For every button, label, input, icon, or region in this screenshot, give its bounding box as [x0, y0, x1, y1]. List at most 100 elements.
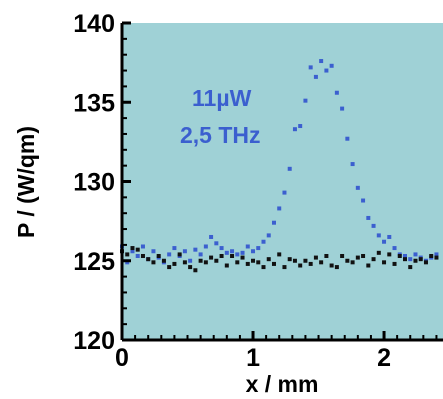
- baseline-point: [350, 260, 355, 265]
- baseline-point: [340, 253, 345, 258]
- baseline-point: [161, 258, 166, 263]
- y-tick-label: 120: [73, 327, 115, 355]
- baseline-point: [334, 265, 339, 270]
- baseline-point: [329, 263, 334, 268]
- signal-point: [167, 252, 172, 257]
- baseline-point: [151, 260, 156, 265]
- signal-point: [135, 253, 140, 258]
- baseline-point: [292, 258, 297, 263]
- signal-point: [172, 246, 177, 251]
- signal-point: [371, 223, 376, 228]
- y-tick-label: 125: [73, 248, 115, 276]
- baseline-point: [235, 260, 240, 265]
- y-axis-label: P / (W/qm): [13, 126, 39, 238]
- baseline-point: [130, 246, 135, 251]
- baseline-point: [287, 257, 292, 262]
- ticks-layer: 120 125 130 135 140 0 1 2: [73, 10, 438, 372]
- signal-point: [271, 220, 276, 225]
- signal-point: [340, 106, 345, 111]
- signal-point: [361, 198, 366, 203]
- baseline-point: [319, 260, 324, 265]
- baseline-point: [387, 252, 392, 257]
- baseline-point: [313, 255, 318, 260]
- baseline-point: [188, 265, 193, 270]
- signal-point: [230, 249, 235, 254]
- baseline-point: [256, 260, 261, 265]
- signal-point: [387, 234, 392, 239]
- plot-background: [122, 23, 443, 340]
- signal-point: [334, 90, 339, 95]
- baseline-point: [146, 257, 151, 262]
- signal-point: [313, 74, 318, 79]
- baseline-point: [209, 255, 214, 260]
- signal-point: [345, 136, 350, 141]
- signal-point: [408, 257, 413, 262]
- signal-point: [214, 241, 219, 246]
- signal-point: [350, 162, 355, 167]
- baseline-point: [345, 258, 350, 263]
- x-tick-label: 0: [115, 344, 129, 372]
- signal-point: [140, 244, 145, 249]
- baseline-point: [240, 255, 245, 260]
- signal-point: [282, 190, 287, 195]
- baseline-point: [408, 265, 413, 270]
- baseline-point: [125, 252, 130, 257]
- signal-point: [182, 249, 187, 254]
- signal-point: [303, 98, 308, 103]
- annotation-power: 11µW: [192, 85, 252, 111]
- baseline-point: [361, 253, 366, 258]
- baseline-point: [371, 257, 376, 262]
- signal-point: [256, 246, 261, 251]
- baseline-point: [203, 260, 208, 265]
- baseline-point: [429, 253, 434, 258]
- signal-point: [319, 59, 324, 64]
- baseline-point: [271, 261, 276, 266]
- baseline-point: [172, 261, 177, 266]
- signal-point: [329, 63, 334, 68]
- baseline-point: [308, 261, 313, 266]
- baseline-point: [266, 257, 271, 262]
- signal-point: [151, 249, 156, 254]
- baseline-point: [261, 265, 266, 270]
- baseline-point: [418, 257, 423, 262]
- signal-point: [413, 252, 418, 257]
- baseline-point: [303, 258, 308, 263]
- y-tick-label: 135: [73, 89, 115, 117]
- signal-point: [403, 253, 408, 258]
- baseline-point: [135, 247, 140, 252]
- signal-point: [277, 206, 282, 211]
- baseline-point: [245, 261, 250, 266]
- signal-point: [382, 239, 387, 244]
- signal-point: [209, 234, 214, 239]
- baseline-point: [224, 263, 229, 268]
- signal-point: [287, 166, 292, 171]
- baseline-point: [282, 265, 287, 270]
- signal-point: [366, 215, 371, 220]
- baseline-point: [382, 260, 387, 265]
- baseline-point: [413, 258, 418, 263]
- signal-point: [298, 124, 303, 129]
- signal-point: [251, 249, 256, 254]
- y-tick-label: 130: [73, 169, 115, 197]
- baseline-point: [277, 252, 282, 257]
- signal-point: [188, 258, 193, 263]
- baseline-point: [376, 250, 381, 255]
- baseline-point: [214, 258, 219, 263]
- signal-point: [130, 249, 135, 254]
- y-tick-label: 140: [73, 10, 115, 38]
- x-tick-label: 1: [246, 344, 260, 372]
- baseline-point: [366, 263, 371, 268]
- signal-point: [224, 250, 229, 255]
- baseline-point: [324, 253, 329, 258]
- signal-point: [324, 68, 329, 73]
- annotation-frequency: 2,5 THz: [180, 122, 261, 148]
- signal-point: [245, 244, 250, 249]
- baseline-point: [397, 253, 402, 258]
- baseline-point: [167, 265, 172, 270]
- signal-point: [193, 247, 198, 252]
- signal-point: [198, 252, 203, 257]
- x-tick-label: 2: [377, 344, 391, 372]
- baseline-point: [182, 260, 187, 265]
- baseline-point: [423, 260, 428, 265]
